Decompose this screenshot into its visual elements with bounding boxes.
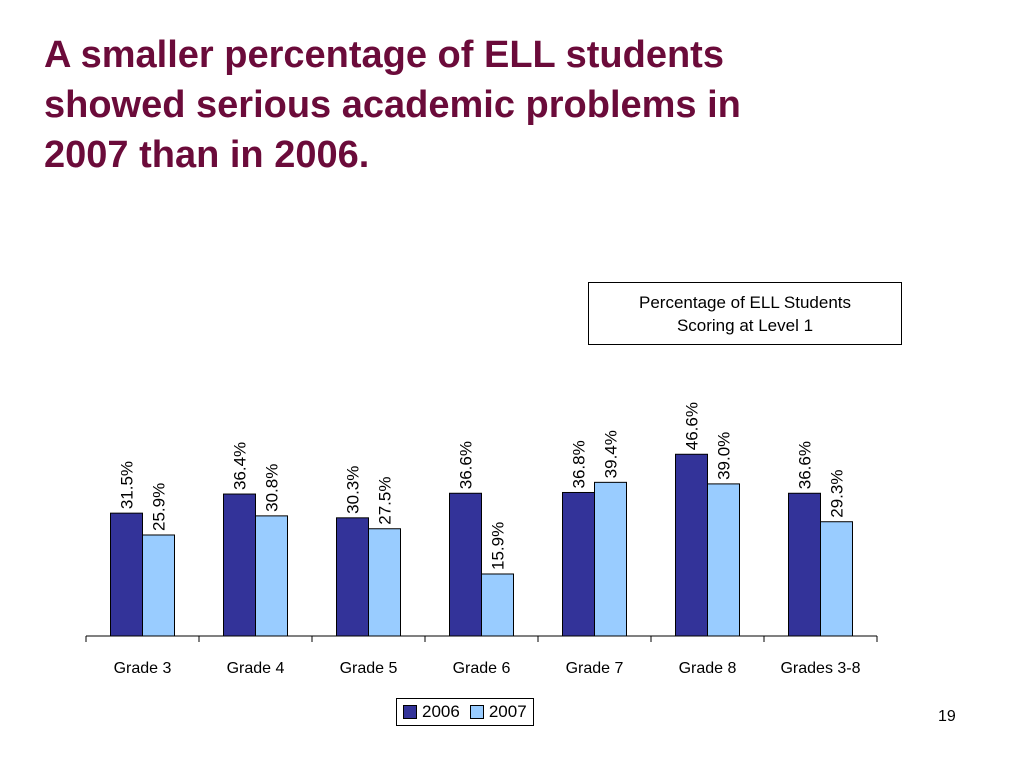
x-tick-label: Grade 8 <box>679 660 737 677</box>
bar-2007-grade-8 <box>707 483 740 637</box>
data-label: 25.9% <box>150 483 169 531</box>
x-tick-label: Grades 3-8 <box>780 660 860 677</box>
slide-title-line: showed serious academic problems in <box>44 84 741 126</box>
bar-2006-grade-3 <box>110 512 143 637</box>
bar-2007-grade-3 <box>142 534 175 637</box>
x-tick-label: Grade 6 <box>453 660 511 677</box>
page-number: 19 <box>938 708 956 725</box>
bar-2006-grades-3-8 <box>788 492 821 637</box>
legend-label-2006: 2006 <box>422 702 460 721</box>
data-label: 36.6% <box>457 441 476 489</box>
data-label: 30.3% <box>344 466 363 514</box>
x-tick-label: Grade 5 <box>340 660 398 677</box>
data-label: 36.4% <box>231 442 250 490</box>
legend-swatch-2007 <box>469 705 484 719</box>
bar-2006-grade-7 <box>562 491 595 637</box>
data-label: 39.4% <box>602 430 621 478</box>
legend-item-2006: 2006 <box>403 702 460 722</box>
data-label: 36.6% <box>796 441 815 489</box>
chart-title-line: Scoring at Level 1 <box>676 315 814 335</box>
slide-title-line: 2007 than in 2006. <box>44 134 370 176</box>
bar-2006-grade-8 <box>675 453 708 637</box>
data-label: 46.6% <box>683 402 702 450</box>
bar-2006-grade-4 <box>223 493 256 637</box>
slide-title: A smaller percentage of ELL students sho… <box>44 30 944 180</box>
legend-label-2007: 2007 <box>488 702 527 721</box>
x-tick-label: Grade 7 <box>566 660 624 677</box>
data-label: 36.8% <box>570 440 589 488</box>
bar-2007-grade-5 <box>368 528 401 637</box>
slide-title-line: A smaller percentage of ELL students <box>44 34 724 76</box>
bar-2006-grade-6 <box>449 492 482 637</box>
bar-2007-grade-4 <box>255 515 288 637</box>
x-tick-label: Grade 4 <box>227 660 285 677</box>
chart-title-line: Percentage of ELL Students <box>638 292 852 312</box>
bar-2007-grade-7 <box>594 481 627 637</box>
data-label: 31.5% <box>118 461 137 509</box>
data-label: 30.8% <box>263 464 282 512</box>
data-label: 15.9% <box>489 522 508 570</box>
data-label: 27.5% <box>376 477 395 525</box>
chart-title-box: Percentage of ELL Students Scoring at Le… <box>588 282 902 345</box>
chart-legend: 2006 2007 <box>396 698 534 726</box>
bar-2007-grade-6 <box>481 573 514 637</box>
bar-2006-grade-5 <box>336 517 369 637</box>
legend-item-2007: 2007 <box>469 702 527 722</box>
x-tick-label: Grade 3 <box>114 660 172 677</box>
data-label: 29.3% <box>828 470 847 518</box>
data-label: 39.0% <box>715 432 734 480</box>
bar-2007-grades-3-8 <box>820 521 853 637</box>
legend-swatch-2006 <box>403 705 417 719</box>
